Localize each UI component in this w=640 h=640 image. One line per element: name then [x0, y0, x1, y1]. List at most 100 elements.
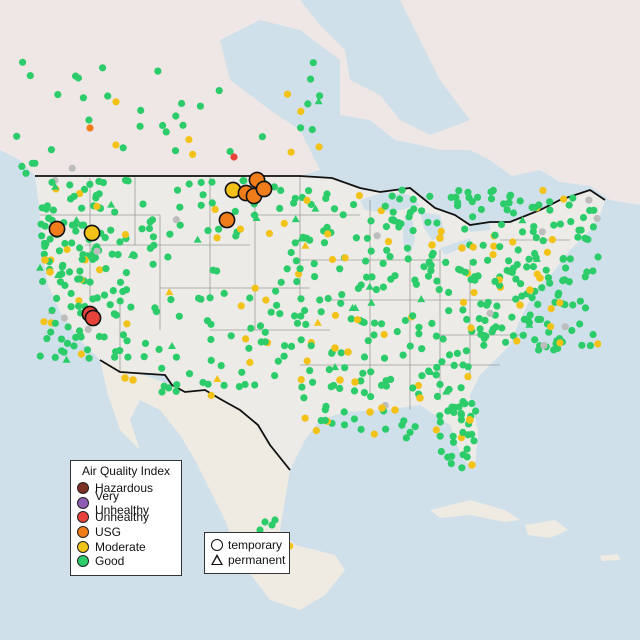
station-marker[interactable]	[316, 296, 324, 304]
station-marker[interactable]	[425, 367, 433, 375]
station-marker[interactable]	[546, 198, 554, 206]
station-marker[interactable]	[469, 258, 477, 266]
station-marker[interactable]	[382, 425, 390, 433]
station-marker[interactable]	[256, 526, 264, 534]
station-marker[interactable]	[468, 399, 476, 408]
station-marker[interactable]	[316, 92, 324, 100]
station-marker[interactable]	[55, 247, 64, 255]
station-marker[interactable]	[433, 392, 442, 400]
station-marker[interactable]	[172, 112, 180, 120]
station-marker[interactable]	[18, 162, 26, 170]
station-marker[interactable]	[230, 153, 238, 161]
station-marker[interactable]	[500, 200, 508, 208]
station-marker[interactable]	[106, 301, 114, 309]
station-marker[interactable]	[506, 193, 514, 201]
station-marker[interactable]	[310, 260, 318, 268]
station-marker[interactable]	[477, 330, 485, 338]
station-marker[interactable]	[302, 320, 310, 328]
station-marker[interactable]	[409, 384, 417, 392]
large-station-marker[interactable]	[48, 220, 66, 238]
station-marker[interactable]	[301, 414, 309, 422]
station-marker[interactable]	[195, 294, 203, 302]
station-marker[interactable]	[111, 353, 119, 361]
station-marker[interactable]	[449, 432, 457, 440]
station-marker[interactable]	[203, 317, 212, 325]
station-marker[interactable]	[323, 223, 331, 231]
station-marker[interactable]	[300, 394, 308, 402]
station-marker[interactable]	[185, 180, 193, 188]
station-marker[interactable]	[556, 299, 564, 307]
station-marker[interactable]	[178, 99, 186, 108]
station-marker[interactable]	[436, 412, 444, 420]
station-marker[interactable]	[67, 289, 75, 298]
station-marker[interactable]	[411, 423, 419, 431]
station-marker[interactable]	[114, 251, 122, 259]
station-marker[interactable]	[436, 234, 444, 242]
station-marker[interactable]	[481, 316, 489, 324]
station-marker[interactable]	[78, 221, 86, 229]
station-marker[interactable]	[404, 255, 412, 263]
station-marker[interactable]	[487, 195, 496, 203]
station-marker[interactable]	[532, 234, 540, 242]
station-marker[interactable]	[301, 306, 309, 315]
station-marker[interactable]	[109, 287, 117, 295]
station-marker[interactable]	[370, 430, 378, 438]
station-marker[interactable]	[136, 122, 144, 130]
station-marker[interactable]	[124, 353, 132, 361]
station-marker[interactable]	[479, 241, 487, 249]
station-marker[interactable]	[477, 300, 485, 308]
station-marker[interactable]	[470, 289, 478, 297]
station-marker[interactable]	[406, 428, 414, 436]
permanent-station-marker[interactable]	[167, 341, 176, 349]
station-marker[interactable]	[160, 382, 168, 390]
station-marker[interactable]	[158, 364, 166, 372]
station-marker[interactable]	[176, 221, 184, 229]
station-marker[interactable]	[491, 277, 499, 285]
station-marker[interactable]	[176, 203, 184, 211]
station-marker[interactable]	[261, 338, 269, 346]
station-marker[interactable]	[546, 279, 554, 287]
station-marker[interactable]	[297, 312, 305, 320]
station-marker[interactable]	[457, 384, 465, 392]
station-marker[interactable]	[173, 186, 182, 194]
station-marker[interactable]	[516, 197, 524, 205]
station-marker[interactable]	[265, 229, 273, 238]
station-marker[interactable]	[164, 253, 172, 261]
station-marker[interactable]	[585, 196, 593, 204]
station-marker[interactable]	[519, 331, 527, 339]
station-marker[interactable]	[355, 192, 363, 200]
station-marker[interactable]	[312, 427, 320, 435]
station-marker[interactable]	[498, 324, 506, 332]
station-marker[interactable]	[367, 393, 375, 401]
station-marker[interactable]	[290, 199, 298, 207]
station-marker[interactable]	[442, 258, 450, 266]
station-marker[interactable]	[104, 92, 112, 100]
station-marker[interactable]	[377, 320, 386, 328]
station-marker[interactable]	[36, 352, 44, 360]
station-marker[interactable]	[589, 223, 598, 231]
station-marker[interactable]	[121, 231, 129, 239]
station-marker[interactable]	[389, 216, 397, 224]
station-marker[interactable]	[76, 267, 84, 275]
station-marker[interactable]	[548, 236, 557, 244]
station-marker[interactable]	[409, 195, 417, 203]
station-marker[interactable]	[270, 183, 278, 191]
station-marker[interactable]	[112, 348, 120, 356]
station-marker[interactable]	[65, 268, 74, 276]
station-marker[interactable]	[140, 353, 148, 361]
station-marker[interactable]	[559, 255, 567, 263]
station-marker[interactable]	[75, 297, 83, 305]
station-marker[interactable]	[350, 387, 359, 395]
station-marker[interactable]	[281, 342, 289, 350]
station-marker[interactable]	[518, 292, 526, 300]
station-marker[interactable]	[436, 380, 444, 388]
station-marker[interactable]	[217, 362, 225, 370]
station-marker[interactable]	[175, 312, 183, 320]
station-marker[interactable]	[489, 251, 497, 259]
station-marker[interactable]	[544, 274, 553, 282]
station-marker[interactable]	[453, 349, 461, 357]
station-marker[interactable]	[93, 294, 101, 302]
station-marker[interactable]	[509, 264, 517, 272]
station-marker[interactable]	[389, 208, 397, 216]
